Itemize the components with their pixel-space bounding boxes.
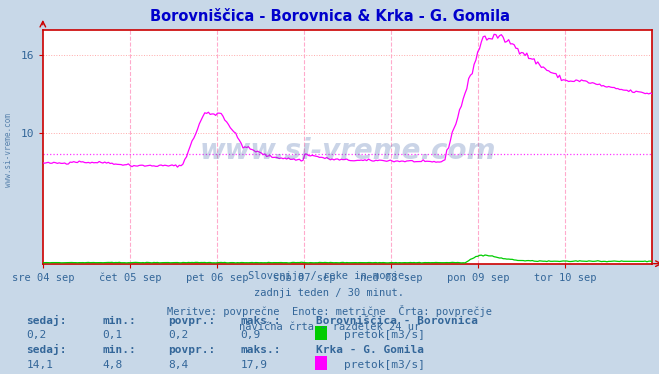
Text: Krka - G. Gomila: Krka - G. Gomila: [316, 346, 424, 355]
Text: zadnji teden / 30 minut.: zadnji teden / 30 minut.: [254, 288, 405, 298]
Text: maks.:: maks.:: [241, 316, 281, 325]
Text: pretok[m3/s]: pretok[m3/s]: [344, 361, 425, 370]
Text: min.:: min.:: [102, 316, 136, 325]
Text: 0,9: 0,9: [241, 331, 261, 340]
Text: 0,2: 0,2: [168, 331, 188, 340]
Text: pretok[m3/s]: pretok[m3/s]: [344, 331, 425, 340]
Text: www.si-vreme.com: www.si-vreme.com: [200, 138, 496, 165]
Text: Borovniščica - Borovnica & Krka - G. Gomila: Borovniščica - Borovnica & Krka - G. Gom…: [150, 9, 509, 24]
Text: Borovniščica - Borovnica: Borovniščica - Borovnica: [316, 316, 478, 325]
Text: Meritve: povprečne  Enote: metrične  Črta: povprečje: Meritve: povprečne Enote: metrične Črta:…: [167, 305, 492, 317]
Text: www.si-vreme.com: www.si-vreme.com: [4, 113, 13, 187]
Text: 17,9: 17,9: [241, 361, 268, 370]
Text: Slovenija / reke in morje.: Slovenija / reke in morje.: [248, 271, 411, 281]
Text: 14,1: 14,1: [26, 361, 53, 370]
Text: 0,2: 0,2: [26, 331, 47, 340]
Text: povpr.:: povpr.:: [168, 316, 215, 325]
Text: 4,8: 4,8: [102, 361, 123, 370]
Text: 8,4: 8,4: [168, 361, 188, 370]
Text: povpr.:: povpr.:: [168, 346, 215, 355]
Text: 0,1: 0,1: [102, 331, 123, 340]
Text: navična črta - razdelek 24 ur: navična črta - razdelek 24 ur: [239, 322, 420, 332]
Text: maks.:: maks.:: [241, 346, 281, 355]
Text: min.:: min.:: [102, 346, 136, 355]
Text: sedaj:: sedaj:: [26, 344, 67, 355]
Text: sedaj:: sedaj:: [26, 315, 67, 325]
